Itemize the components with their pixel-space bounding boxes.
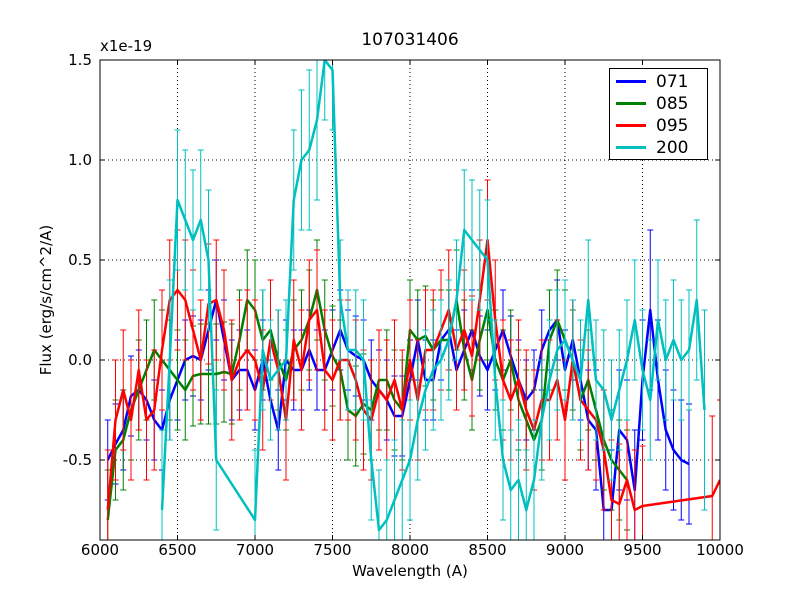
y-tick-label: 1.0 [68,151,92,169]
x-tick-label: 9500 [623,541,662,559]
y-tick-label: 0.0 [68,351,92,369]
legend-label-071: 071 [656,72,689,92]
series-line-200 [160,60,706,532]
series-line-095 [106,238,720,512]
legend-swatch-095 [616,124,646,127]
x-tick-label: 8000 [390,541,430,559]
legend-label-200: 200 [656,138,689,158]
series-group [104,60,720,540]
legend-entry-095: 095 [610,115,707,137]
legend: 071 085 095 200 [609,68,708,160]
series-line-071 [106,298,690,512]
legend-entry-200: 200 [610,137,707,159]
legend-entry-085: 085 [610,93,707,115]
legend-entry-071: 071 [610,71,707,93]
legend-swatch-200 [616,146,646,149]
y-axis-label: Flux (erg/s/cm^2/A) [37,224,55,376]
legend-label-085: 085 [656,94,689,114]
y-tick-label: -0.5 [62,451,92,469]
y-tick-label: 0.5 [68,251,92,269]
y-offset-label: x1e-19 [100,37,153,55]
legend-label-095: 095 [656,116,689,136]
legend-swatch-085 [616,102,646,105]
x-tick-label: 7000 [235,541,275,559]
x-tick-label: 6000 [80,541,120,559]
x-tick-label: 9000 [545,541,585,559]
y-tick-label: 1.5 [68,51,92,69]
x-tick-label: 10000 [696,541,744,559]
x-tick-label: 6500 [158,541,197,559]
x-axis-label: Wavelength (A) [352,562,468,580]
x-tick-label: 8500 [468,541,507,559]
chart-title: 107031406 [361,30,459,50]
x-tick-label: 7500 [313,541,352,559]
legend-swatch-071 [616,80,646,83]
